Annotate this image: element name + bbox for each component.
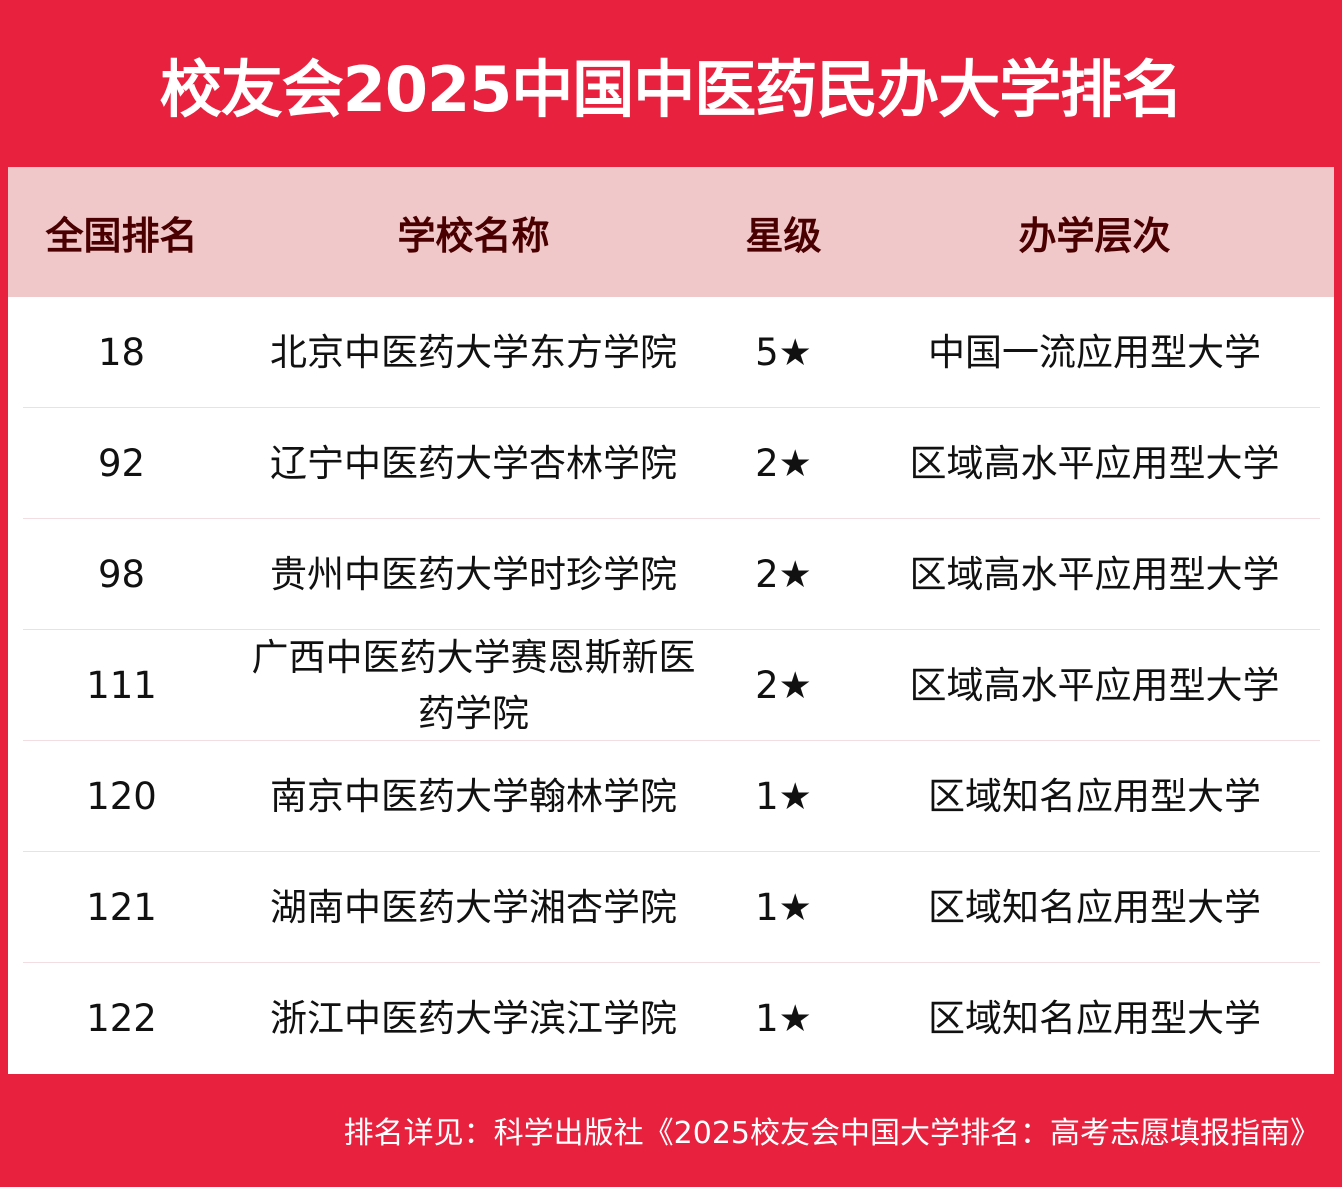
star-rating-cell: 5★: [755, 330, 812, 374]
rank-cell: 18: [97, 330, 146, 374]
table-row: 98 贵州中医药大学时珍学院 2★ 区域高水平应用型大学: [8, 519, 1334, 630]
star-rating-cell: 2★: [755, 663, 812, 707]
level-cell: 区域高水平应用型大学: [909, 441, 1280, 485]
school-name-cell: 湖南中医药大学湘杏学院: [270, 885, 677, 929]
table-row: 18 北京中医药大学东方学院 5★ 中国一流应用型大学: [8, 297, 1334, 408]
table-row: 121 湖南中医药大学湘杏学院 1★ 区域知名应用型大学: [8, 852, 1334, 963]
ranking-table: 全国排名 学校名称 星级 办学层次 18 北京中医药大学东方学院 5★ 中国一流应用型…: [8, 167, 1334, 1074]
table-row: 120 南京中医药大学翰林学院 1★ 区域知名应用型大学: [8, 741, 1334, 852]
rank-cell: 121: [86, 885, 157, 929]
rank-cell: 98: [97, 552, 146, 596]
column-header-stars: 星级: [745, 213, 822, 258]
table-row: 92 辽宁中医药大学杏林学院 2★ 区域高水平应用型大学: [8, 408, 1334, 519]
rank-cell: 120: [86, 774, 157, 818]
school-name-cell: 浙江中医药大学滨江学院: [270, 996, 677, 1040]
star-rating-cell: 2★: [755, 441, 812, 485]
level-cell: 区域知名应用型大学: [928, 885, 1261, 929]
school-name-cell: 广西中医药大学赛恩斯新医药学院: [251, 636, 696, 735]
page-title: 校友会2025中国中医药民办大学排名: [159, 52, 1184, 126]
school-name-cell: 南京中医药大学翰林学院: [270, 774, 677, 818]
rank-cell: 111: [86, 663, 157, 707]
table-header: 全国排名 学校名称 星级 办学层次: [8, 167, 1334, 297]
level-cell: 区域高水平应用型大学: [909, 663, 1280, 707]
star-rating-cell: 2★: [755, 552, 812, 596]
table-body: 18 北京中医药大学东方学院 5★ 中国一流应用型大学 92 辽宁中医药大学杏林学院 2★ 区…: [8, 297, 1334, 1074]
column-header-name: 学校名称: [397, 213, 550, 258]
star-rating-cell: 1★: [755, 774, 812, 818]
rank-cell: 92: [97, 441, 146, 485]
table-row: 122 浙江中医药大学滨江学院 1★ 区域知名应用型大学: [8, 963, 1334, 1074]
star-rating-cell: 1★: [755, 996, 812, 1040]
level-cell: 区域高水平应用型大学: [909, 552, 1280, 596]
school-name-cell: 贵州中医药大学时珍学院: [270, 552, 677, 596]
rank-cell: 122: [86, 996, 157, 1040]
school-name-cell: 北京中医药大学东方学院: [270, 330, 677, 374]
level-cell: 中国一流应用型大学: [928, 330, 1261, 374]
column-header-rank: 全国排名: [45, 213, 198, 258]
level-cell: 区域知名应用型大学: [928, 774, 1261, 818]
source-note: 排名详见：科学出版社《2025校友会中国大学排名：高考志愿填报指南》: [343, 1116, 1320, 1151]
level-cell: 区域知名应用型大学: [928, 996, 1261, 1040]
column-header-level: 办学层次: [1018, 213, 1171, 258]
star-rating-cell: 1★: [755, 885, 812, 929]
table-row: 111 广西中医药大学赛恩斯新医药学院 2★ 区域高水平应用型大学: [8, 630, 1334, 741]
school-name-cell: 辽宁中医药大学杏林学院: [270, 441, 677, 485]
